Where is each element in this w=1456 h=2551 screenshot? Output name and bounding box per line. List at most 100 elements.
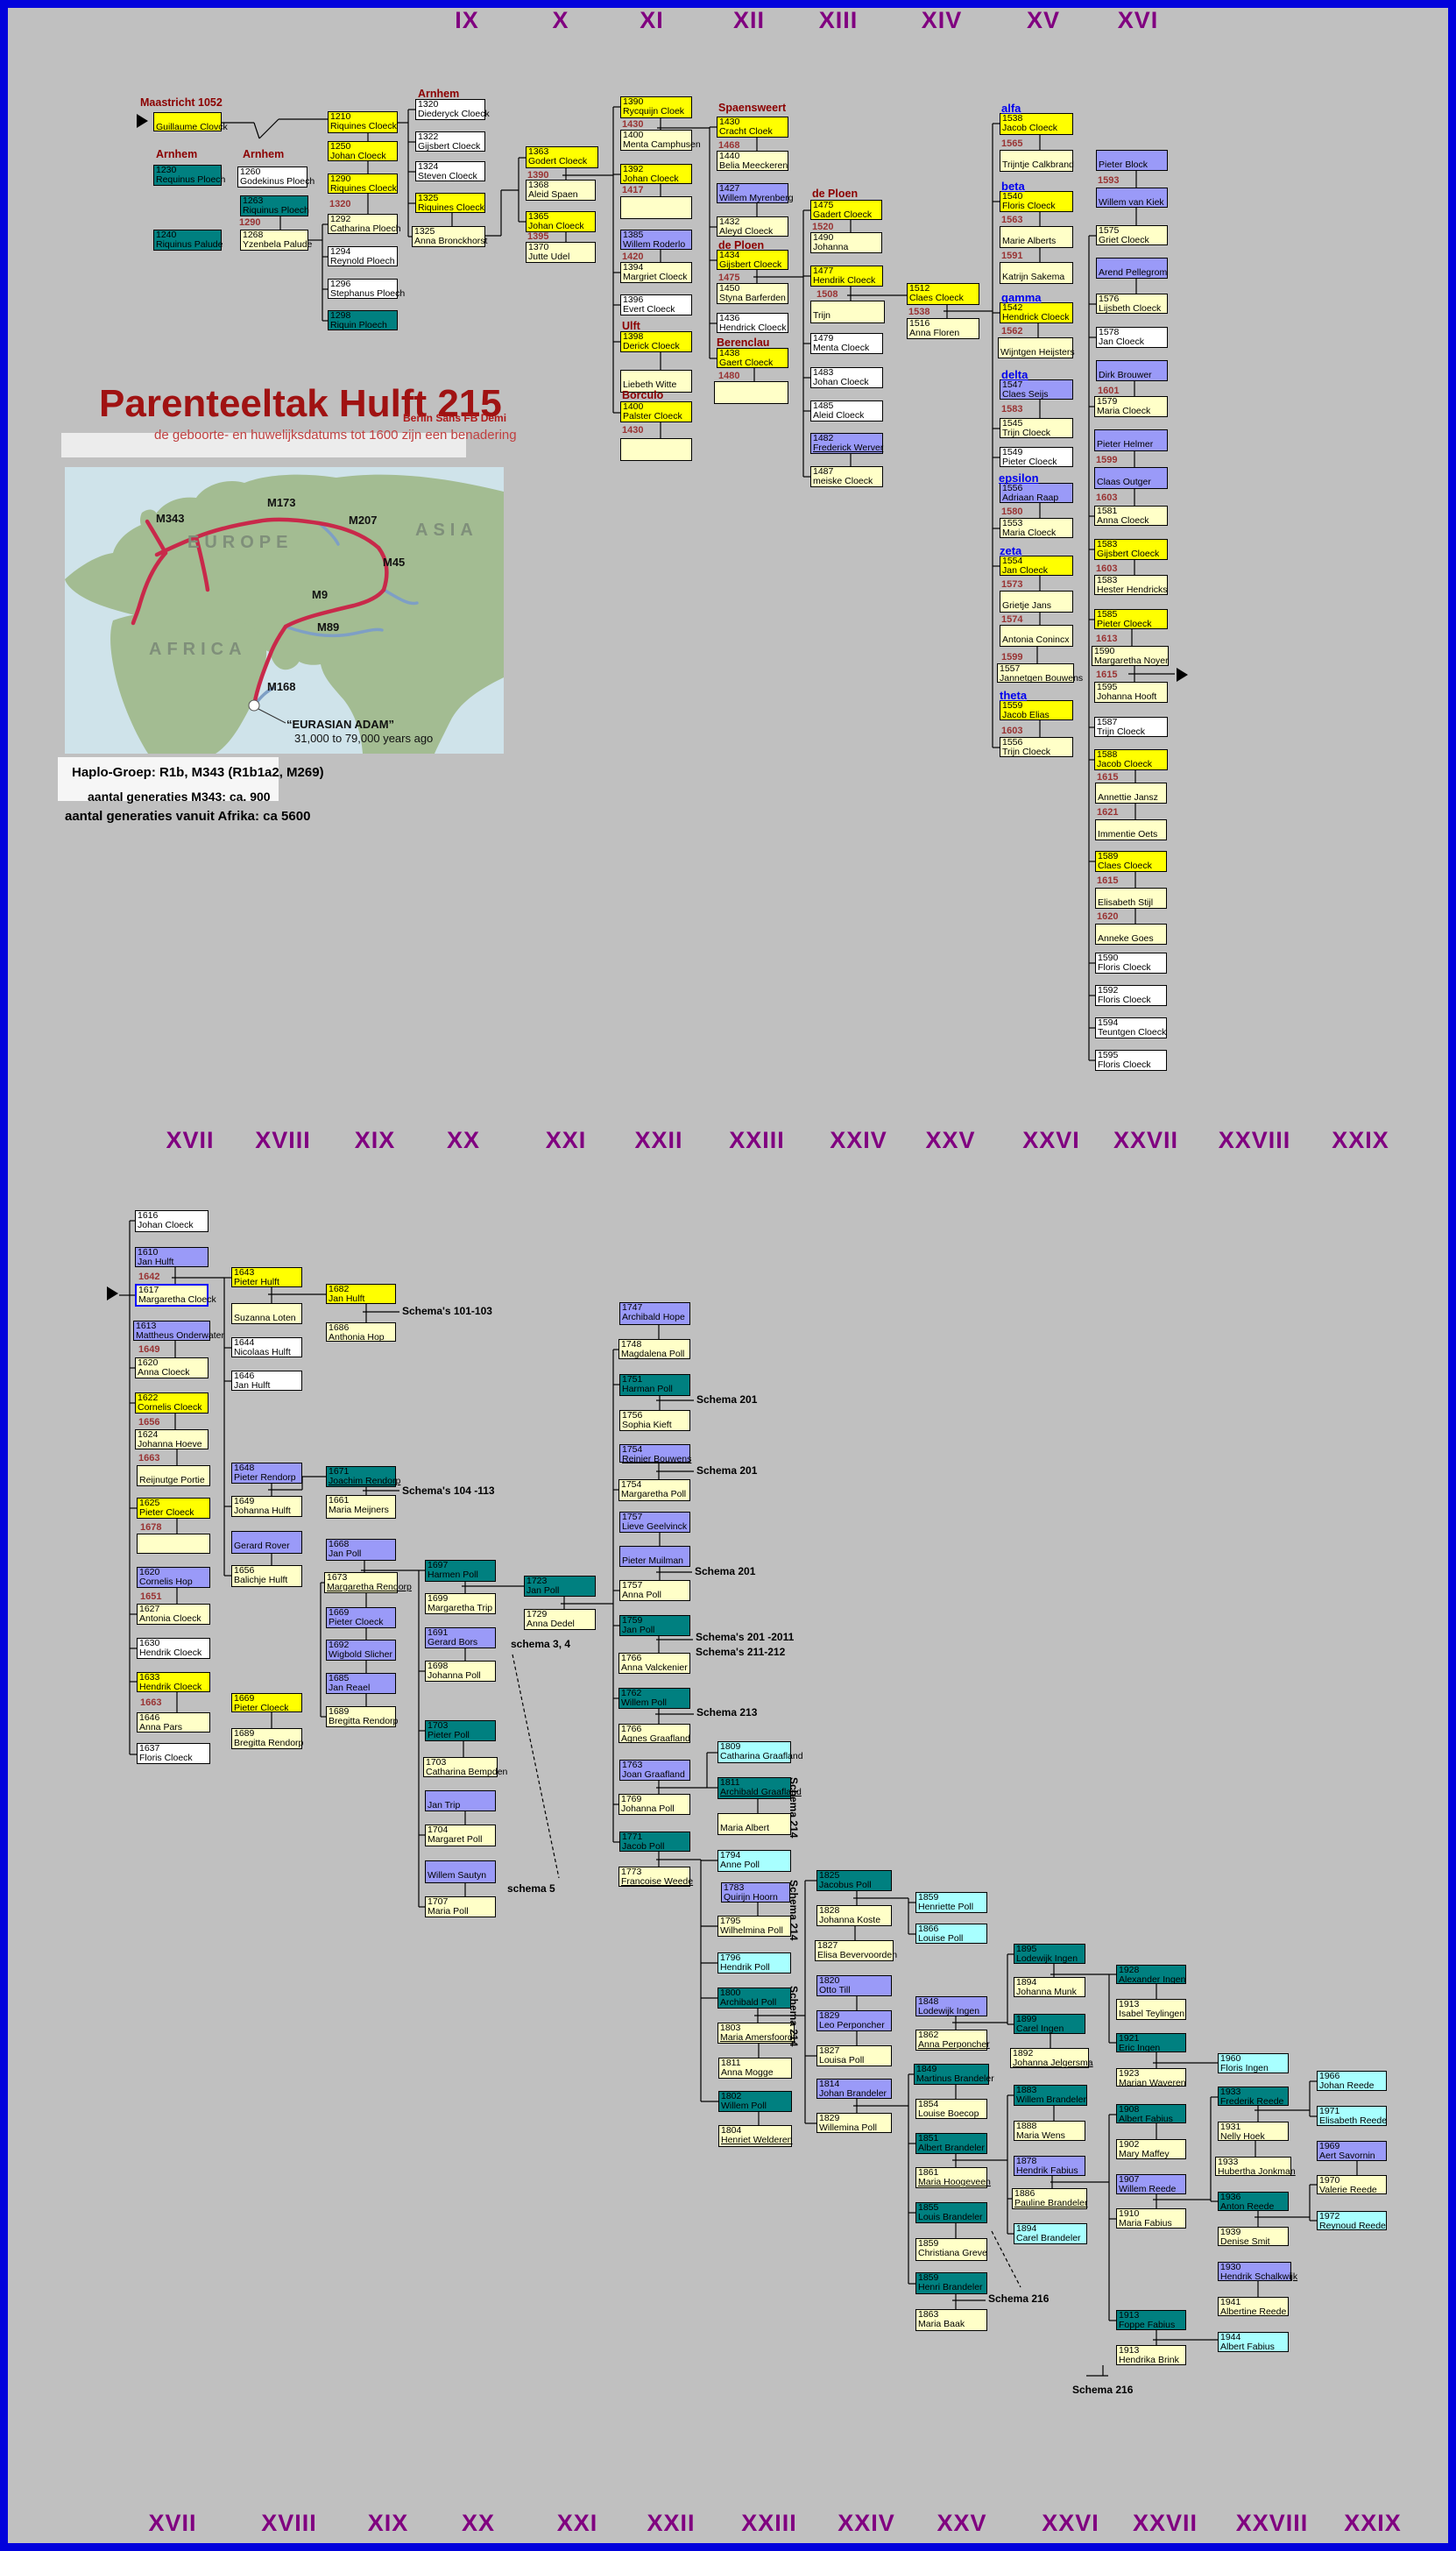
person-box[interactable]: 1928 Alexander Ingen	[1116, 1965, 1186, 1985]
person-box[interactable]: 1325 Anna Bronckhorst	[412, 226, 487, 247]
person-box[interactable]: 1854 Louise Boecop	[915, 2099, 987, 2119]
person-box[interactable]: 1671 Joachim Rendorp	[326, 1466, 400, 1487]
person-box[interactable]: 1575 Griet Cloeck	[1096, 225, 1168, 245]
person-box[interactable]: Annettie Jansz	[1095, 783, 1167, 804]
person-box[interactable]: 1656 Balichje Hulft	[231, 1565, 302, 1587]
person-box[interactable]: 1622 Cornelis Cloeck	[135, 1392, 209, 1414]
person-box[interactable]: 1324 Steven Cloeck	[415, 161, 485, 181]
person-box[interactable]: Reijnutge Portie	[137, 1465, 210, 1486]
person-box[interactable]: 1649 Johanna Hulft	[231, 1496, 302, 1517]
person-box[interactable]: 1707 Maria Poll	[425, 1896, 496, 1917]
schema-ref-label[interactable]: Schema's 101-103	[402, 1305, 492, 1317]
person-box[interactable]: 1931 Nelly Hoek	[1218, 2122, 1289, 2142]
person-box[interactable]: 1766 Anna Valckenier	[618, 1653, 690, 1674]
person-box[interactable]: 1363 Godert Cloeck	[526, 146, 598, 168]
person-box[interactable]: 1756 Sophia Kieft	[619, 1410, 690, 1431]
person-box[interactable]: 1972 Reynoud Reede	[1317, 2211, 1387, 2231]
person-box[interactable]: 1668 Jan Poll	[326, 1539, 396, 1561]
person-box[interactable]: 1595 Johanna Hooft	[1094, 682, 1168, 703]
person-box[interactable]: Elisabeth Stijl	[1095, 888, 1167, 909]
schema-ref-label[interactable]: Schema's 104 -113	[402, 1485, 495, 1497]
person-box[interactable]: 1390 Rycquijn Cloek	[620, 96, 692, 118]
person-box[interactable]: 1547 Claes Seijs	[1000, 379, 1073, 400]
person-box[interactable]: 1392 Johan Cloeck	[620, 164, 692, 184]
person-box[interactable]: 1754 Reinier Bouwens	[619, 1444, 691, 1464]
person-box[interactable]: 1828 Johanna Koste	[816, 1905, 892, 1926]
person-box[interactable]: 1691 Gerard Bors	[425, 1627, 496, 1648]
schema-ref-label[interactable]: Schema 213	[696, 1706, 758, 1718]
person-box[interactable]: 1230 Requinus Ploech	[153, 165, 225, 186]
person-box[interactable]: 1613 Mattheus Onderwater	[133, 1321, 224, 1341]
person-box[interactable]: 1436 Hendrick Cloeck	[717, 313, 788, 333]
person-box[interactable]: 1294 Reynold Ploech	[328, 246, 398, 266]
person-box[interactable]: 1682 Jan Hulft	[326, 1284, 396, 1304]
person-box[interactable]: 1240 Riquinus Palude	[153, 230, 223, 251]
person-box[interactable]: 1581 Anna Cloeck	[1094, 506, 1168, 526]
person-box[interactable]: 1960 Floris Ingen	[1218, 2053, 1289, 2073]
person-box[interactable]: 1811 Anna Mogge	[718, 2058, 792, 2079]
schema-ref-label-vertical[interactable]: Schema 214	[788, 1986, 800, 2047]
person-box[interactable]: 1851 Albert Brandeler	[915, 2133, 987, 2154]
person-box[interactable]: 1487 meiske Cloeck	[810, 466, 883, 487]
person-box[interactable]	[620, 438, 692, 461]
person-box[interactable]: 1936 Anton Reede	[1218, 2192, 1289, 2212]
person-box[interactable]: 1648 Pieter Rendorp	[231, 1463, 302, 1484]
person-box[interactable]: 1829 Leo Perponcher	[816, 2010, 892, 2031]
person-box[interactable]: 1759 Jan Poll	[619, 1615, 690, 1636]
person-box[interactable]: 1400 Palster Cloeck	[620, 401, 692, 422]
person-box[interactable]: 1913 Isabel Teylingen	[1116, 1999, 1186, 2020]
person-box[interactable]: 1729 Anna Dedel	[524, 1609, 596, 1630]
person-box[interactable]: 1298 Riquin Ploech	[328, 310, 398, 330]
person-box[interactable]: 1747 Archibald Hope	[619, 1302, 690, 1325]
person-box[interactable]: 1646 Anna Pars	[137, 1712, 210, 1733]
person-box[interactable]: 1783 Quirijn Hoorn	[721, 1882, 790, 1903]
schema-ref-label[interactable]: Schema's 211-212	[696, 1646, 786, 1658]
person-box[interactable]: 1427 Willem Myrenberg	[717, 183, 794, 203]
schema-ref-label[interactable]: Schema 201	[696, 1393, 758, 1406]
person-box[interactable]: 1913 Hendrika Brink	[1116, 2345, 1186, 2365]
person-box[interactable]: 1630 Hendrik Cloeck	[137, 1638, 210, 1659]
person-box[interactable]: 1933 Hubertha Jonkman	[1215, 2157, 1296, 2177]
continuation-arrow-icon[interactable]	[107, 1286, 118, 1300]
person-box[interactable]: Maria Albert	[717, 1813, 791, 1835]
person-box[interactable]: Anneke Goes	[1095, 924, 1167, 945]
person-box[interactable]: 1888 Maria Wens	[1014, 2121, 1085, 2141]
person-box[interactable]: 1894 Johanna Munk	[1014, 1977, 1085, 1997]
schema-ref-label[interactable]: schema 5	[507, 1882, 555, 1895]
person-box[interactable]: 1617 Margaretha Cloeck	[135, 1284, 216, 1307]
person-box[interactable]: 1921 Eric Ingen	[1116, 2033, 1186, 2053]
person-box[interactable]: 1907 Willem Reede	[1116, 2174, 1186, 2194]
person-box[interactable]: Trijntje Calkbrand	[1000, 150, 1074, 172]
person-box[interactable]: 1883 Willem Brandeler	[1014, 2085, 1087, 2106]
person-box[interactable]: 1699 Margaretha Trip	[425, 1593, 496, 1614]
person-box[interactable]: 1450 Styna Barferden	[717, 283, 788, 304]
person-box[interactable]: 1809 Catharina Graafland	[717, 1741, 803, 1763]
person-box[interactable]: Willem Sautyn	[425, 1860, 496, 1883]
person-box[interactable]: 1910 Maria Fabius	[1116, 2208, 1186, 2229]
person-box[interactable]: Katrijn Sakema	[1000, 262, 1073, 284]
person-box[interactable]: 1669 Pieter Cloeck	[326, 1607, 396, 1628]
schema-ref-label-vertical[interactable]: Schema 214	[788, 1880, 800, 1941]
person-box[interactable]: 1930 Hendrik Schalkwijk	[1218, 2262, 1297, 2282]
person-box[interactable]: 1646 Jan Hulft	[231, 1371, 302, 1391]
continuation-arrow-icon[interactable]	[1177, 668, 1188, 682]
person-box[interactable]: 1855 Louis Brandeler	[915, 2202, 987, 2223]
person-box[interactable]: 1263 Riquinus Ploech	[240, 195, 309, 216]
person-box[interactable]: 1703 Pieter Poll	[425, 1720, 496, 1741]
person-box[interactable]: 1886 Pauline Brandeler	[1012, 2188, 1087, 2209]
person-box[interactable]: 1827 Elisa Bevervoorden	[815, 1940, 897, 1961]
person-box[interactable]: 1944 Albert Fabius	[1218, 2332, 1289, 2352]
person-box[interactable]: 1625 Pieter Cloeck	[137, 1498, 210, 1519]
person-box[interactable]: 1588 Jacob Cloeck	[1094, 749, 1168, 770]
person-box[interactable]: 1769 Johanna Poll	[618, 1794, 690, 1815]
person-box[interactable]: 1771 Jacob Poll	[619, 1832, 690, 1852]
person-box[interactable]: Trijn	[810, 301, 885, 323]
person-box[interactable]: 1970 Valerie Reede	[1317, 2175, 1387, 2195]
person-box[interactable]: 1827 Louisa Poll	[816, 2045, 892, 2066]
person-box[interactable]: 1268 Yzenbela Palude	[240, 230, 312, 251]
person-box[interactable]: 1820 Otto Till	[816, 1975, 892, 1996]
person-box[interactable]: 1475 Gadert Cloeck	[810, 200, 882, 220]
person-box[interactable]: Dirk Brouwer	[1096, 360, 1168, 381]
person-box[interactable]: 1908 Albert Fabius	[1116, 2104, 1186, 2124]
person-box[interactable]: 1624 Johanna Hoeve	[135, 1429, 209, 1449]
